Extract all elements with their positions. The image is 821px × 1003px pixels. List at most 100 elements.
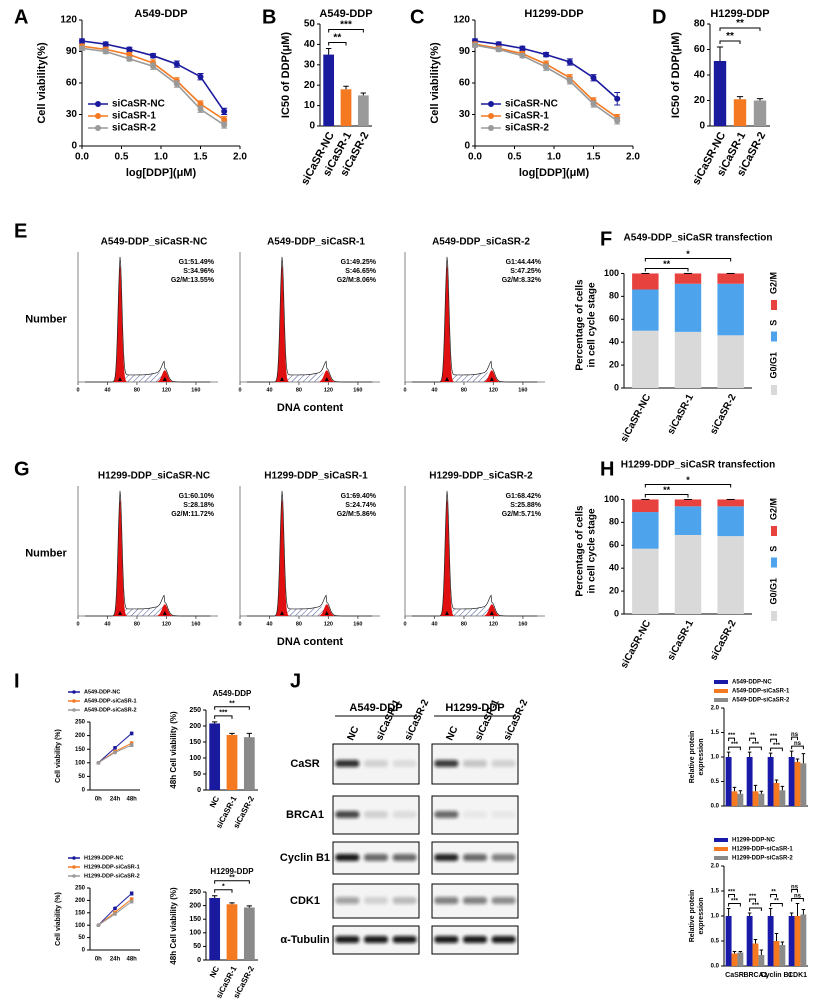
histogram-outline — [247, 256, 373, 383]
bar — [773, 782, 780, 806]
bar — [357, 95, 369, 126]
blot-band — [463, 811, 487, 818]
significance-bracket — [644, 484, 732, 488]
data-point — [519, 52, 526, 59]
legend-label: S — [768, 546, 778, 552]
peak-marker — [162, 611, 167, 615]
error-bar — [789, 912, 794, 916]
blot-band — [335, 854, 360, 861]
x-tick-label: 120 — [324, 387, 333, 393]
blot-band — [463, 897, 487, 904]
bar — [731, 791, 738, 806]
x-tick-label: 80 — [134, 387, 140, 393]
peak-marker — [162, 377, 167, 381]
error-bar — [780, 785, 785, 791]
x-tick-label: 1.5 — [587, 152, 601, 163]
legend-label: G2/M — [768, 272, 778, 294]
peak-marker — [280, 611, 284, 615]
y-axis-label: Number — [25, 314, 67, 326]
stat-label: G1:69.40% — [341, 493, 377, 500]
histogram-outline — [247, 490, 373, 617]
significance-label: ** — [771, 889, 776, 895]
bar-segment — [674, 506, 702, 535]
significance-bracket — [328, 28, 364, 33]
stat-label: G2/M:8.06% — [337, 277, 377, 284]
significance-label: *** — [749, 894, 757, 900]
y-tick-label: 0 — [82, 788, 86, 794]
data-point — [113, 750, 117, 755]
y-axis-label: Cell viability (%) — [55, 729, 62, 783]
data-point — [113, 906, 117, 911]
y-axis-label: Percentage of cells — [575, 279, 586, 371]
y-tick-label: 2.0 — [711, 706, 720, 712]
bar — [788, 916, 795, 966]
y-tick-label: 250 — [75, 720, 86, 726]
significance-label: *** — [770, 734, 778, 740]
y-tick-label: 80 — [694, 19, 706, 30]
y-axis-label: Cell viability (%) — [55, 892, 62, 946]
significance-label: *** — [752, 742, 760, 748]
x-tick-label: 0 — [238, 387, 241, 393]
bar-segment — [632, 273, 659, 290]
bar — [773, 941, 780, 966]
x-tick-label: 40 — [104, 621, 110, 627]
y-axis-label: IC50 of DDP(μM) — [670, 32, 682, 119]
error-bar — [756, 98, 764, 101]
y-tick-label: 150 — [75, 910, 86, 916]
blot-band — [463, 854, 487, 861]
y-tick-label: 50 — [304, 19, 316, 30]
panel-label: C — [410, 6, 424, 28]
plot-title: A549-DDP_siCaSR-2 — [432, 237, 530, 248]
significance-label: ns — [791, 732, 799, 738]
y-tick-label: 60 — [609, 540, 619, 550]
protein-label: CDK1 — [290, 895, 320, 907]
significance-label: * — [686, 249, 690, 259]
data-point — [590, 101, 597, 107]
bar — [800, 763, 807, 806]
x-tick-label: 160 — [353, 621, 362, 627]
data-point — [495, 46, 502, 53]
significance-bracket — [328, 41, 347, 46]
data-point — [102, 41, 109, 48]
chart-title: A549-DDP — [134, 8, 187, 20]
x-tick-label: 120 — [489, 387, 498, 393]
y-tick-label: 30 — [459, 109, 471, 120]
chart-title: H1299-DDP — [524, 8, 583, 20]
bar — [737, 952, 744, 966]
legend-marker — [95, 125, 101, 131]
y-tick-label: 0.0 — [711, 804, 720, 810]
protein-label: α-Tubulin — [280, 934, 330, 946]
legend-label: G0/G1 — [768, 352, 778, 379]
x-tick-label: CaSR — [725, 972, 744, 979]
data-point — [126, 46, 133, 53]
peak-marker — [489, 377, 494, 381]
legend-label: H1299-DDP-siCaSR-1 — [84, 864, 140, 870]
legend-marker — [488, 101, 494, 107]
bar — [243, 737, 255, 790]
error-bar — [211, 721, 218, 724]
x-tick-label: BRCA1 — [743, 972, 767, 979]
y-tick-label: 200 — [75, 898, 86, 904]
significance-bracket — [214, 889, 233, 893]
blot-band — [491, 854, 516, 861]
x-tick-label: siCaSR-1 — [666, 392, 697, 436]
y-tick-label: 100 — [75, 760, 86, 766]
significance-label: ns — [791, 884, 799, 890]
y-tick-label: 0 — [71, 141, 77, 152]
significance-bracket — [770, 903, 783, 907]
y-tick-label: 200 — [189, 902, 201, 909]
bar-segment — [717, 499, 744, 507]
bar — [733, 99, 747, 126]
legend-label: H1299-DDP-NC — [732, 838, 776, 844]
x-tick-label: 40 — [104, 387, 110, 393]
error-bar — [246, 905, 253, 908]
peak-marker — [118, 611, 122, 615]
bar — [713, 60, 727, 126]
error-bar — [343, 85, 349, 90]
legend-marker — [95, 101, 101, 107]
stat-label: G1:49.25% — [341, 259, 377, 266]
plot-title: A549-DDP_siCaSR-NC — [101, 237, 208, 248]
bar — [779, 790, 786, 806]
significance-bracket — [214, 715, 233, 719]
